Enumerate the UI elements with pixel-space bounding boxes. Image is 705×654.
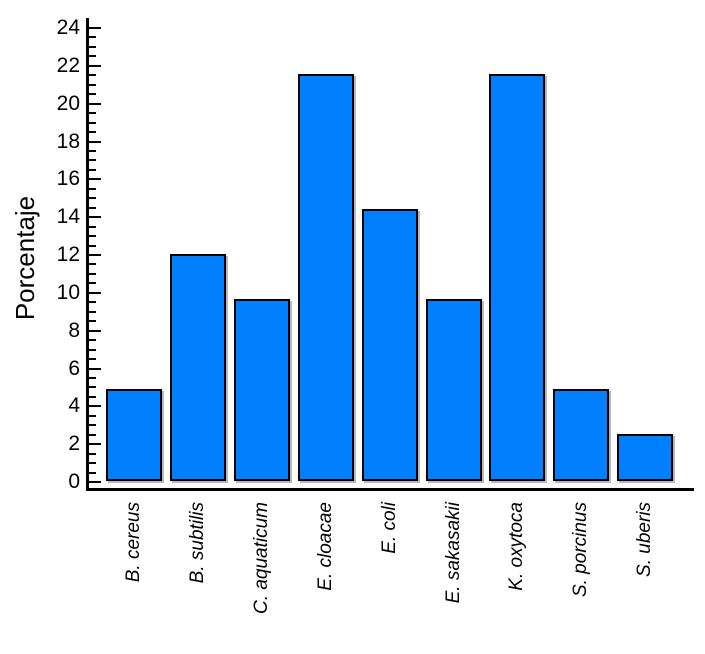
bar-e-cloacae <box>298 74 354 481</box>
x-category-label: B. subtilis <box>187 502 208 584</box>
y-minor-tick <box>89 188 96 190</box>
y-minor-tick <box>89 311 96 313</box>
y-minor-tick <box>89 434 96 436</box>
y-tick-label: 16 <box>56 167 80 190</box>
y-minor-tick <box>89 273 96 275</box>
x-category-label: E. coli <box>379 502 400 554</box>
y-tick-label: 10 <box>56 281 80 304</box>
y-tick-label: 12 <box>56 243 80 266</box>
y-minor-tick <box>89 46 96 48</box>
y-minor-tick <box>89 377 96 379</box>
y-tick-label: 22 <box>56 54 80 77</box>
y-minor-tick <box>89 55 96 57</box>
bar-c-aquaticum <box>234 299 290 481</box>
y-minor-tick <box>89 245 96 247</box>
y-minor-tick <box>89 453 96 455</box>
y-minor-tick <box>89 36 96 38</box>
y-minor-tick <box>89 386 96 388</box>
y-major-tick <box>89 178 101 180</box>
bar-e-sakasakii <box>426 299 482 481</box>
x-category-label: E. cloacae <box>315 502 336 591</box>
y-minor-tick <box>89 84 96 86</box>
y-minor-tick <box>89 207 96 209</box>
y-minor-tick <box>89 263 96 265</box>
y-tick-label: 18 <box>56 130 80 153</box>
y-minor-tick <box>89 472 96 474</box>
y-major-tick <box>89 292 101 294</box>
y-major-tick <box>89 330 101 332</box>
y-minor-tick <box>89 282 96 284</box>
y-tick-label: 14 <box>56 205 80 228</box>
y-major-tick <box>89 27 101 29</box>
x-category-label: S. porcinus <box>570 502 591 598</box>
y-tick-label: 24 <box>56 16 80 39</box>
y-minor-tick <box>89 396 96 398</box>
y-axis-line <box>86 18 89 491</box>
y-minor-tick <box>89 349 96 351</box>
y-tick-label: 6 <box>68 357 80 380</box>
y-minor-tick <box>89 112 96 114</box>
y-minor-tick <box>89 226 96 228</box>
y-minor-tick <box>89 122 96 124</box>
x-category-label: S. uberis <box>634 502 655 577</box>
x-category-label: E. sakasakii <box>443 502 464 604</box>
y-minor-tick <box>89 320 96 322</box>
y-major-tick <box>89 368 101 370</box>
x-category-label: B. cereus <box>123 502 144 583</box>
bar-s-uberis <box>617 434 673 481</box>
y-minor-tick <box>89 358 96 360</box>
y-minor-tick <box>89 74 96 76</box>
y-major-tick <box>89 405 101 407</box>
bar-s-porcinus <box>553 389 609 481</box>
x-axis-line <box>86 488 694 491</box>
y-minor-tick <box>89 462 96 464</box>
y-minor-tick <box>89 424 96 426</box>
y-tick-label: 8 <box>68 319 80 342</box>
y-minor-tick <box>89 131 96 133</box>
y-major-tick <box>89 65 101 67</box>
y-major-tick <box>89 443 101 445</box>
y-minor-tick <box>89 169 96 171</box>
y-minor-tick <box>89 339 96 341</box>
y-tick-label: 0 <box>68 470 80 493</box>
x-category-label: C. aquaticum <box>251 502 272 614</box>
y-major-tick <box>89 481 101 483</box>
y-minor-tick <box>89 159 96 161</box>
bar-k-oxytoca <box>489 74 545 481</box>
y-tick-label: 4 <box>68 394 80 417</box>
y-minor-tick <box>89 415 96 417</box>
y-tick-label: 20 <box>56 92 80 115</box>
bar-e-coli <box>362 209 418 481</box>
y-minor-tick <box>89 197 96 199</box>
y-major-tick <box>89 254 101 256</box>
y-minor-tick <box>89 150 96 152</box>
bar-b-subtilis <box>170 254 226 481</box>
y-minor-tick <box>89 93 96 95</box>
x-category-label: K. oxytoca <box>506 502 527 591</box>
y-tick-label: 2 <box>68 432 80 455</box>
y-major-tick <box>89 141 101 143</box>
y-minor-tick <box>89 301 96 303</box>
y-minor-tick <box>89 235 96 237</box>
y-major-tick <box>89 103 101 105</box>
y-major-tick <box>89 216 101 218</box>
bar-b-cereus <box>106 389 162 481</box>
